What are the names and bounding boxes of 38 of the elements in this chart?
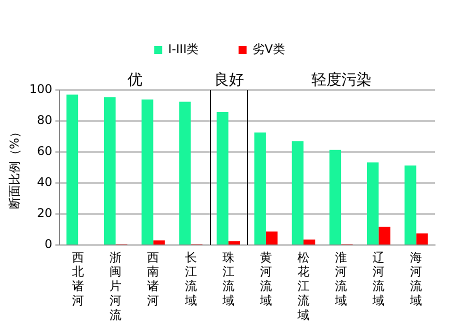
bar xyxy=(104,97,116,244)
x-tick-label: 长江流域 xyxy=(184,250,197,308)
legend-label: I-III类 xyxy=(168,42,199,56)
bar xyxy=(329,150,342,244)
bar xyxy=(254,132,266,244)
x-tick-label: 西南诸河 xyxy=(147,250,160,308)
bar xyxy=(142,99,154,244)
text: 轻度污染 xyxy=(311,70,372,88)
bar xyxy=(228,241,240,244)
bar xyxy=(266,232,278,244)
bar xyxy=(416,233,428,244)
y-axis-title: 断面比例（%） xyxy=(7,126,22,210)
x-tick-label: 辽河流域 xyxy=(372,250,385,308)
x-tick-label: 黄河流域 xyxy=(258,250,272,308)
y-tick-label: 100 xyxy=(29,82,52,96)
y-tick-label: 80 xyxy=(37,113,52,128)
bar xyxy=(179,102,191,244)
x-tick-label: 海河流域 xyxy=(409,250,422,308)
x-tick-label: 珠江流域 xyxy=(221,250,234,308)
x-tick-label: 松花江流域 xyxy=(296,250,310,322)
x-tick-label: 淮河流域 xyxy=(334,250,348,308)
text: 良好 xyxy=(214,70,244,88)
text: 优 xyxy=(127,70,142,88)
bar xyxy=(404,165,416,244)
y-tick-label: 20 xyxy=(37,206,52,220)
bar xyxy=(216,112,228,244)
y-tick-label: 40 xyxy=(37,175,52,190)
bar xyxy=(304,240,316,244)
y-tick-label: 0 xyxy=(44,237,52,252)
legend-label: 劣V类 xyxy=(252,42,285,56)
bar xyxy=(66,94,78,244)
y-tick-label: 60 xyxy=(37,144,52,158)
bar xyxy=(292,141,304,244)
bar xyxy=(378,226,390,244)
x-tick-label: 浙闽片河流 xyxy=(110,250,122,322)
bar xyxy=(153,240,165,244)
x-tick-label: 西北诸河 xyxy=(72,250,84,308)
bar xyxy=(367,162,379,244)
